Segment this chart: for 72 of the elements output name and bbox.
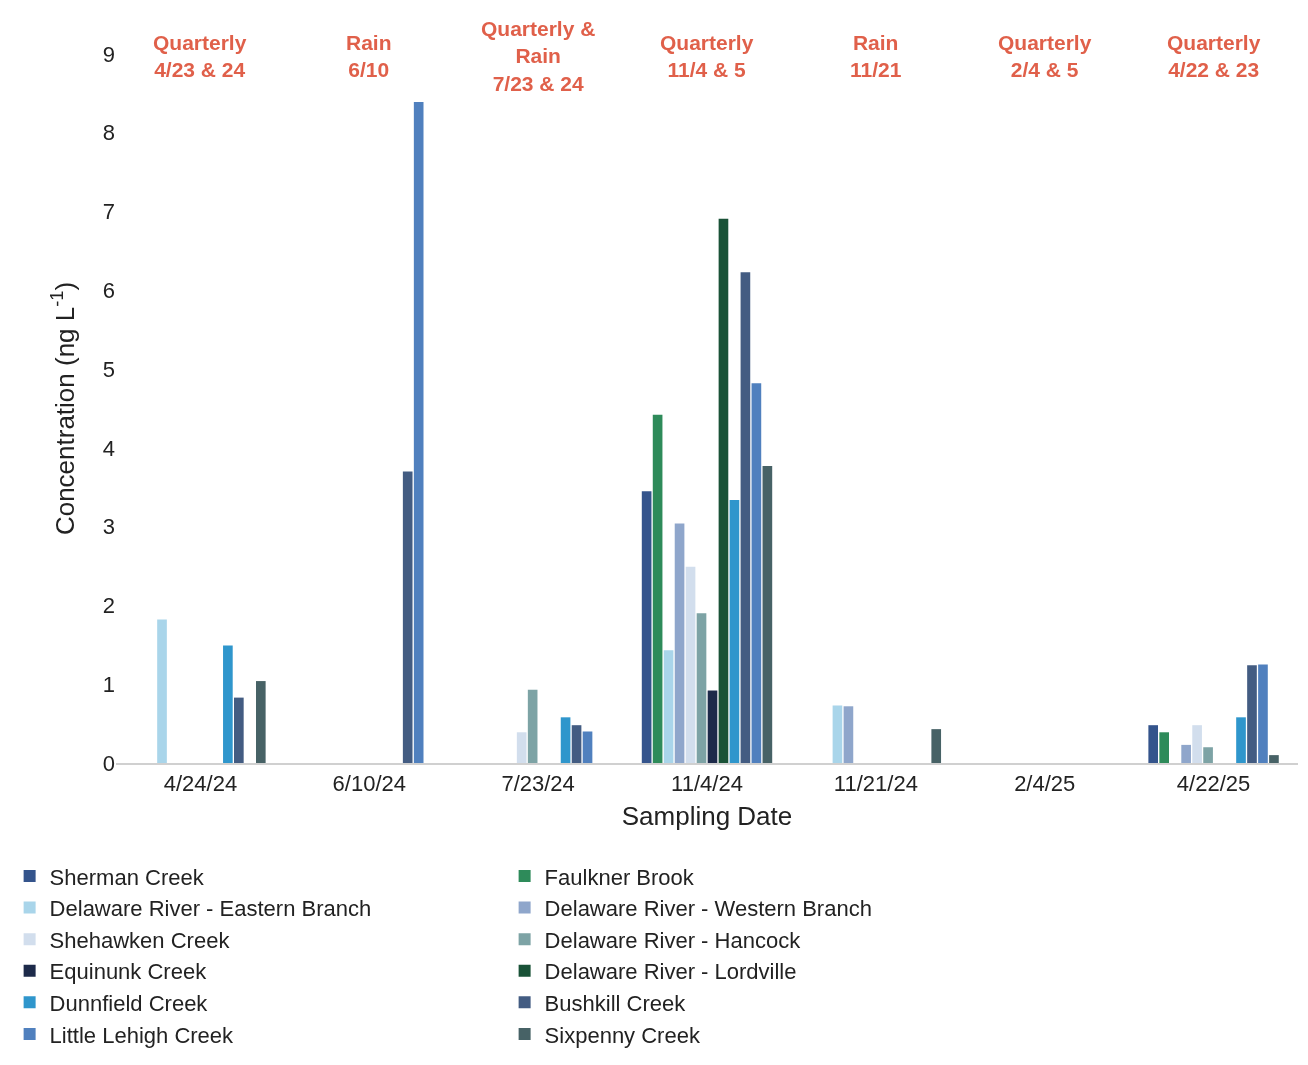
legend-label: Delaware River - Hancock [544,927,802,953]
bar [762,466,773,763]
y-tick-label: 8 [102,120,115,146]
y-tick-label: 9 [102,41,115,67]
bar [652,414,663,763]
bar [696,613,707,763]
bar [707,690,718,763]
bar [1269,755,1279,763]
legend-label: Little Lehigh Creek [49,1022,235,1048]
bar [402,471,413,763]
bar [641,491,652,763]
annotation: Quarterly 4/23 & 24 [153,31,247,82]
bar [571,725,582,763]
bar [1148,725,1159,763]
legend-label: Sherman Creek [49,864,205,890]
legend-label: Equinunk Creek [49,959,208,985]
y-tick-label: 2 [102,593,115,619]
bar [234,697,244,763]
bar [1203,747,1213,763]
bar [718,218,729,763]
bar [740,272,751,763]
bar [1192,725,1202,763]
x-tick-label: 2/4/25 [1014,771,1076,797]
bar [527,689,538,763]
bar [255,681,266,763]
bar [843,706,854,763]
bar [729,499,740,763]
legend-label: Delaware River - Eastern Branch [49,896,372,922]
bar [1181,744,1191,763]
bar [1258,664,1268,763]
legend-label: Delaware River - Western Branch [544,896,872,922]
x-tick-label: 11/4/24 [671,771,743,797]
bar [685,566,696,763]
y-tick-label: 3 [102,514,115,540]
legend-label: Delaware River - Lordville [544,959,797,985]
y-tick-label: 0 [102,750,115,776]
x-tick-label: 4/22/25 [1176,771,1251,797]
legend-label: Sixpenny Creek [544,1022,701,1048]
x-tick-label: 6/10/24 [332,771,406,797]
y-tick-label: 6 [102,278,115,304]
bar [582,731,593,763]
annotation: Rain 6/10 [346,31,392,82]
y-tick-label: 5 [102,356,115,382]
annotation: Quarterly & Rain 7/23 & 24 [481,17,596,95]
annotation: Quarterly 11/4 & 5 [660,31,754,82]
y-tick-label: 1 [102,671,115,697]
x-tick-label: 4/24/24 [163,771,238,797]
bar [931,729,942,763]
legend-label: Faulkner Brook [544,864,695,890]
annotation: Quarterly 4/22 & 23 [1167,31,1261,82]
bar [1159,732,1170,763]
bar [832,705,843,763]
annotation: Rain 11/21 [850,31,902,82]
bar [223,645,233,763]
bar [157,619,167,763]
legend-label: Bushkill Creek [544,990,687,1016]
bar [413,102,424,763]
bar [663,650,674,763]
legend-label: Dunnfield Creek [49,990,209,1016]
annotation: Quarterly 2/4 & 5 [998,31,1092,82]
y-tick-label: 7 [102,199,115,225]
x-axis-title: Sampling Date [621,801,793,832]
bar [1247,665,1257,763]
bar [751,383,762,763]
x-tick-label: 7/23/24 [501,771,575,797]
x-tick-label: 11/21/24 [833,771,918,797]
bar [560,717,571,763]
bar [1236,717,1246,763]
legend-label: Shehawken Creek [49,927,231,953]
bar [674,523,685,763]
y-tick-label: 4 [102,435,115,461]
bar [516,732,527,763]
